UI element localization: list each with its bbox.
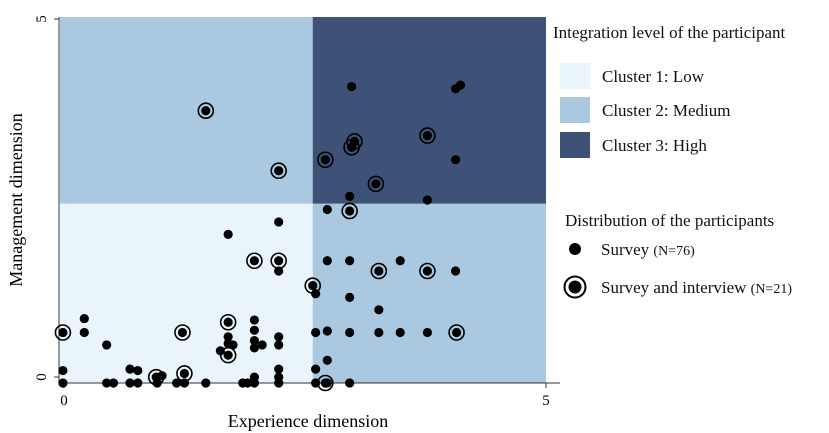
survey-point bbox=[257, 340, 267, 350]
survey-label: Survey bbox=[601, 240, 650, 259]
survey-point bbox=[455, 80, 466, 90]
survey-point bbox=[133, 365, 143, 376]
y-axis-label: Management dimension bbox=[6, 113, 26, 286]
y-tick-label: 5 bbox=[34, 15, 50, 23]
survey-interview-point bbox=[317, 374, 334, 392]
survey-point bbox=[79, 313, 89, 324]
survey-point bbox=[345, 292, 355, 302]
survey-interview-point bbox=[370, 262, 388, 280]
cluster-region-2 bbox=[60, 17, 313, 204]
survey-interview-point bbox=[346, 133, 363, 150]
survey-point bbox=[108, 378, 119, 388]
survey-count: (N=76) bbox=[653, 244, 695, 259]
survey-interview-point bbox=[419, 127, 436, 144]
survey-point bbox=[274, 217, 284, 227]
survey-interview-point bbox=[219, 313, 237, 331]
survey-point bbox=[102, 378, 112, 388]
survey-point bbox=[422, 327, 433, 338]
survey-point bbox=[249, 335, 259, 346]
survey-interview-point bbox=[270, 252, 288, 270]
cluster-regions bbox=[60, 17, 546, 383]
cluster-1-swatch bbox=[560, 63, 590, 89]
survey-point bbox=[274, 378, 284, 388]
survey-point bbox=[322, 256, 332, 266]
survey-interview-point bbox=[246, 252, 263, 270]
survey-legend-label: Survey (N=76) bbox=[601, 240, 695, 260]
survey-point bbox=[345, 327, 355, 338]
survey-point bbox=[311, 364, 321, 374]
survey-point bbox=[242, 378, 253, 388]
survey-point bbox=[133, 378, 143, 388]
survey-interview-label: Survey and interview bbox=[601, 278, 747, 297]
cluster-3-swatch bbox=[560, 132, 590, 158]
cluster-2-swatch bbox=[560, 97, 590, 123]
data-points bbox=[54, 80, 466, 392]
survey-interview-point bbox=[419, 262, 436, 280]
survey-point bbox=[374, 305, 384, 315]
survey-interview-point bbox=[176, 365, 193, 382]
survey-interview-point bbox=[341, 202, 358, 220]
survey-point bbox=[58, 378, 68, 388]
survey-point bbox=[172, 378, 182, 388]
survey-interview-ring-icon bbox=[563, 275, 587, 299]
cluster-1-label: Cluster 1: Low bbox=[602, 67, 704, 86]
survey-point bbox=[422, 195, 433, 205]
survey-interview-point bbox=[197, 102, 215, 119]
y-tick-label: 0 bbox=[34, 373, 50, 381]
survey-point bbox=[395, 256, 405, 266]
x-tick-label: 5 bbox=[542, 393, 550, 409]
survey-point bbox=[374, 327, 384, 338]
survey-point bbox=[322, 326, 332, 336]
cluster-legend-title: Integration level of the participant bbox=[553, 23, 786, 42]
survey-point bbox=[274, 340, 284, 350]
survey-point bbox=[79, 327, 89, 338]
x-tick-label: 0 bbox=[60, 393, 68, 409]
survey-point bbox=[249, 378, 259, 388]
survey-point bbox=[249, 315, 259, 325]
survey-point bbox=[274, 364, 284, 374]
survey-dot-icon bbox=[569, 243, 581, 255]
survey-interview-point bbox=[317, 151, 334, 169]
survey-interview-point bbox=[219, 346, 237, 364]
survey-point bbox=[223, 229, 233, 240]
survey-point bbox=[451, 266, 461, 276]
cluster-3-label: Cluster 3: High bbox=[602, 136, 707, 155]
cluster-region-1 bbox=[60, 203, 313, 383]
survey-interview-point bbox=[270, 162, 288, 180]
survey-point bbox=[311, 327, 321, 338]
survey-point bbox=[345, 378, 355, 388]
survey-point bbox=[274, 332, 284, 342]
survey-point bbox=[345, 191, 355, 201]
survey-point bbox=[322, 355, 332, 365]
x-axis-label: Experience dimension bbox=[228, 411, 388, 431]
survey-point bbox=[451, 155, 461, 165]
survey-point bbox=[102, 340, 112, 350]
survey-interview-point bbox=[54, 324, 72, 341]
survey-point bbox=[125, 378, 135, 388]
survey-interview-count: (N=21) bbox=[750, 282, 792, 297]
distribution-legend-title: Distribution of the participants bbox=[565, 211, 775, 230]
survey-point bbox=[215, 346, 225, 356]
survey-point bbox=[223, 332, 233, 342]
survey-point bbox=[345, 256, 355, 266]
survey-point bbox=[347, 81, 357, 92]
survey-interview-point bbox=[174, 324, 191, 341]
survey-point bbox=[395, 327, 405, 338]
cluster-region-4 bbox=[312, 17, 546, 204]
survey-interview-point bbox=[147, 368, 165, 386]
survey-point bbox=[249, 343, 259, 353]
cluster-2-label: Cluster 2: Medium bbox=[602, 101, 731, 120]
survey-interview-point bbox=[448, 324, 465, 341]
survey-point bbox=[228, 340, 238, 350]
axes: 0 5 0 5 bbox=[34, 15, 560, 409]
survey-point bbox=[249, 325, 259, 335]
survey-point bbox=[322, 204, 332, 215]
survey-interview-point bbox=[367, 175, 385, 193]
survey-point bbox=[58, 365, 68, 376]
survey-point bbox=[125, 364, 135, 374]
survey-interview-point bbox=[304, 277, 322, 294]
survey-point bbox=[201, 378, 211, 388]
survey-interview-legend-label: Survey and interview (N=21) bbox=[601, 278, 792, 298]
